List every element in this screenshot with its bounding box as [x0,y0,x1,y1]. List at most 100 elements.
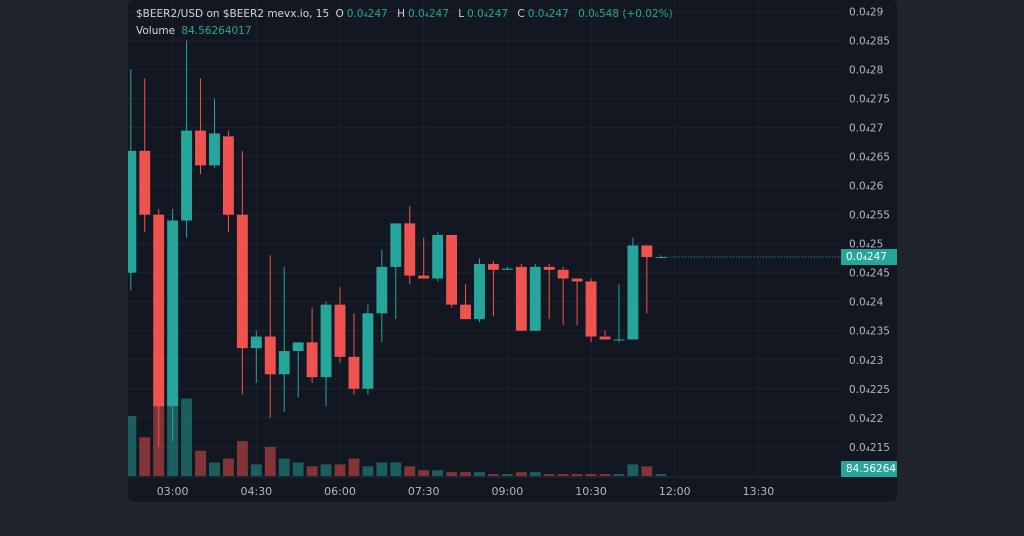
candle-body [571,278,583,282]
time-tick-label: 12:00 [659,485,691,498]
high-value: 0.0₄247 [407,8,449,20]
volume-bar [487,474,499,476]
volume-bar [543,474,555,476]
price-tick-label: 0.0₄285 [849,36,890,48]
high-label: H [397,8,405,20]
volume-label: Volume [136,25,176,37]
volume-bar [376,462,388,476]
volume-bar [292,462,304,476]
time-tick-label: 09:00 [492,485,524,498]
candle-body [543,266,555,270]
price-tick-label: 0.0₄225 [849,384,890,396]
candle-body [250,336,262,349]
volume-bar [446,472,458,476]
candle-body [627,245,639,340]
candle-body [278,351,290,375]
volume-bar [432,470,444,476]
volume-bar [209,462,220,476]
volume-value: 84.56264017 [181,25,252,37]
price-tick-label: 0.0₄215 [849,442,890,454]
open-label: O [335,8,344,20]
time-tick-label: 10:30 [575,485,607,498]
close-value: 0.0₄247 [527,8,569,20]
volume-bar [460,472,471,476]
time-tick-label: 03:00 [157,485,189,498]
volume-legend: Volume 84.56264017 [136,25,258,37]
volume-bar [390,462,402,476]
chart-panel[interactable]: 0.0₄29 0.0₄285 0.0₄28 0.0₄275 0.0₄27 0.0₄265 0… [128,0,897,502]
candle-body [376,266,388,314]
candle-body [264,336,276,375]
candle-body [529,266,541,331]
price-tick-label: 0.0₄25 [849,239,883,251]
symbol-legend: $BEER2/USD on $BEER2 mevx.io, 15 O 0.0₄24… [136,8,679,20]
volume-bar [236,441,248,476]
low-label: L [458,8,465,20]
time-axis[interactable]: 03:00 04:30 06:00 07:30 09:00 10:30 12:00 13:30 [157,485,775,498]
price-tick-label: 0.0₄28 [849,65,883,77]
candle-body [557,269,569,279]
volume-bar [529,472,541,476]
volume-bar [418,470,430,476]
symbol-label: $BEER2/USD on $BEER2 mevx.io, 15 [136,8,330,20]
price-tick-label: 0.0₄29 [849,7,883,19]
candle-body [139,150,151,215]
volume-bar [599,474,611,476]
candle-body [404,223,416,276]
candle-body [195,130,206,166]
volume-bar [515,472,527,476]
volume-bar [181,398,193,476]
candle-body [515,266,527,331]
candle-body [474,264,485,320]
volume-bar [334,464,346,476]
volume-bar [250,464,262,476]
candle-body [181,130,193,221]
candle-body [641,245,653,258]
price-tick-label: 0.0₄265 [849,152,890,164]
volume-bar [474,472,485,476]
grid-lines [128,0,841,477]
price-tick-label: 0.0₄255 [849,210,890,222]
candle-body [348,356,360,389]
low-value: 0.0₄247 [467,8,509,20]
volume-bar [348,458,360,476]
candle-body [418,275,430,279]
volume-bar [128,416,137,476]
volume-bars [128,356,667,476]
price-tick-label: 0.0₄26 [849,181,884,193]
candle-body [585,281,597,337]
volume-bar [585,474,597,476]
volume-bar [404,466,416,476]
volume-bar [655,474,667,476]
candle-body [153,214,165,407]
time-tick-label: 04:30 [240,485,272,498]
candlestick-chart[interactable]: 0.0₄29 0.0₄285 0.0₄28 0.0₄275 0.0₄27 0.0₄265 0… [128,0,897,502]
volume-bar [278,458,290,476]
volume-bar [627,464,639,476]
time-tick-label: 07:30 [408,485,440,498]
volume-bar [195,450,206,476]
close-label: C [517,8,525,20]
volume-bar [264,446,276,476]
candle-body [128,150,137,273]
candle-body [334,304,346,357]
volume-bar [222,458,234,476]
time-tick-label: 06:00 [324,485,356,498]
volume-bar [557,474,569,476]
price-tick-label: 0.0₄27 [849,123,883,135]
candle-body [222,136,234,215]
volume-bar [571,474,583,476]
price-tick-label: 0.0₄235 [849,326,890,338]
candle-body [320,304,332,378]
candle-body [236,214,248,349]
candle-body [460,304,471,320]
candle-body [432,235,444,279]
volume-bar [613,474,625,476]
candle-body [209,133,220,166]
candle-body [501,268,513,270]
candle-body [167,220,179,407]
price-axis[interactable]: 0.0₄29 0.0₄285 0.0₄28 0.0₄275 0.0₄27 0.0₄265 0… [849,7,890,454]
candle-body [306,342,318,378]
candle-body [446,235,458,305]
volume-bar [362,466,374,476]
